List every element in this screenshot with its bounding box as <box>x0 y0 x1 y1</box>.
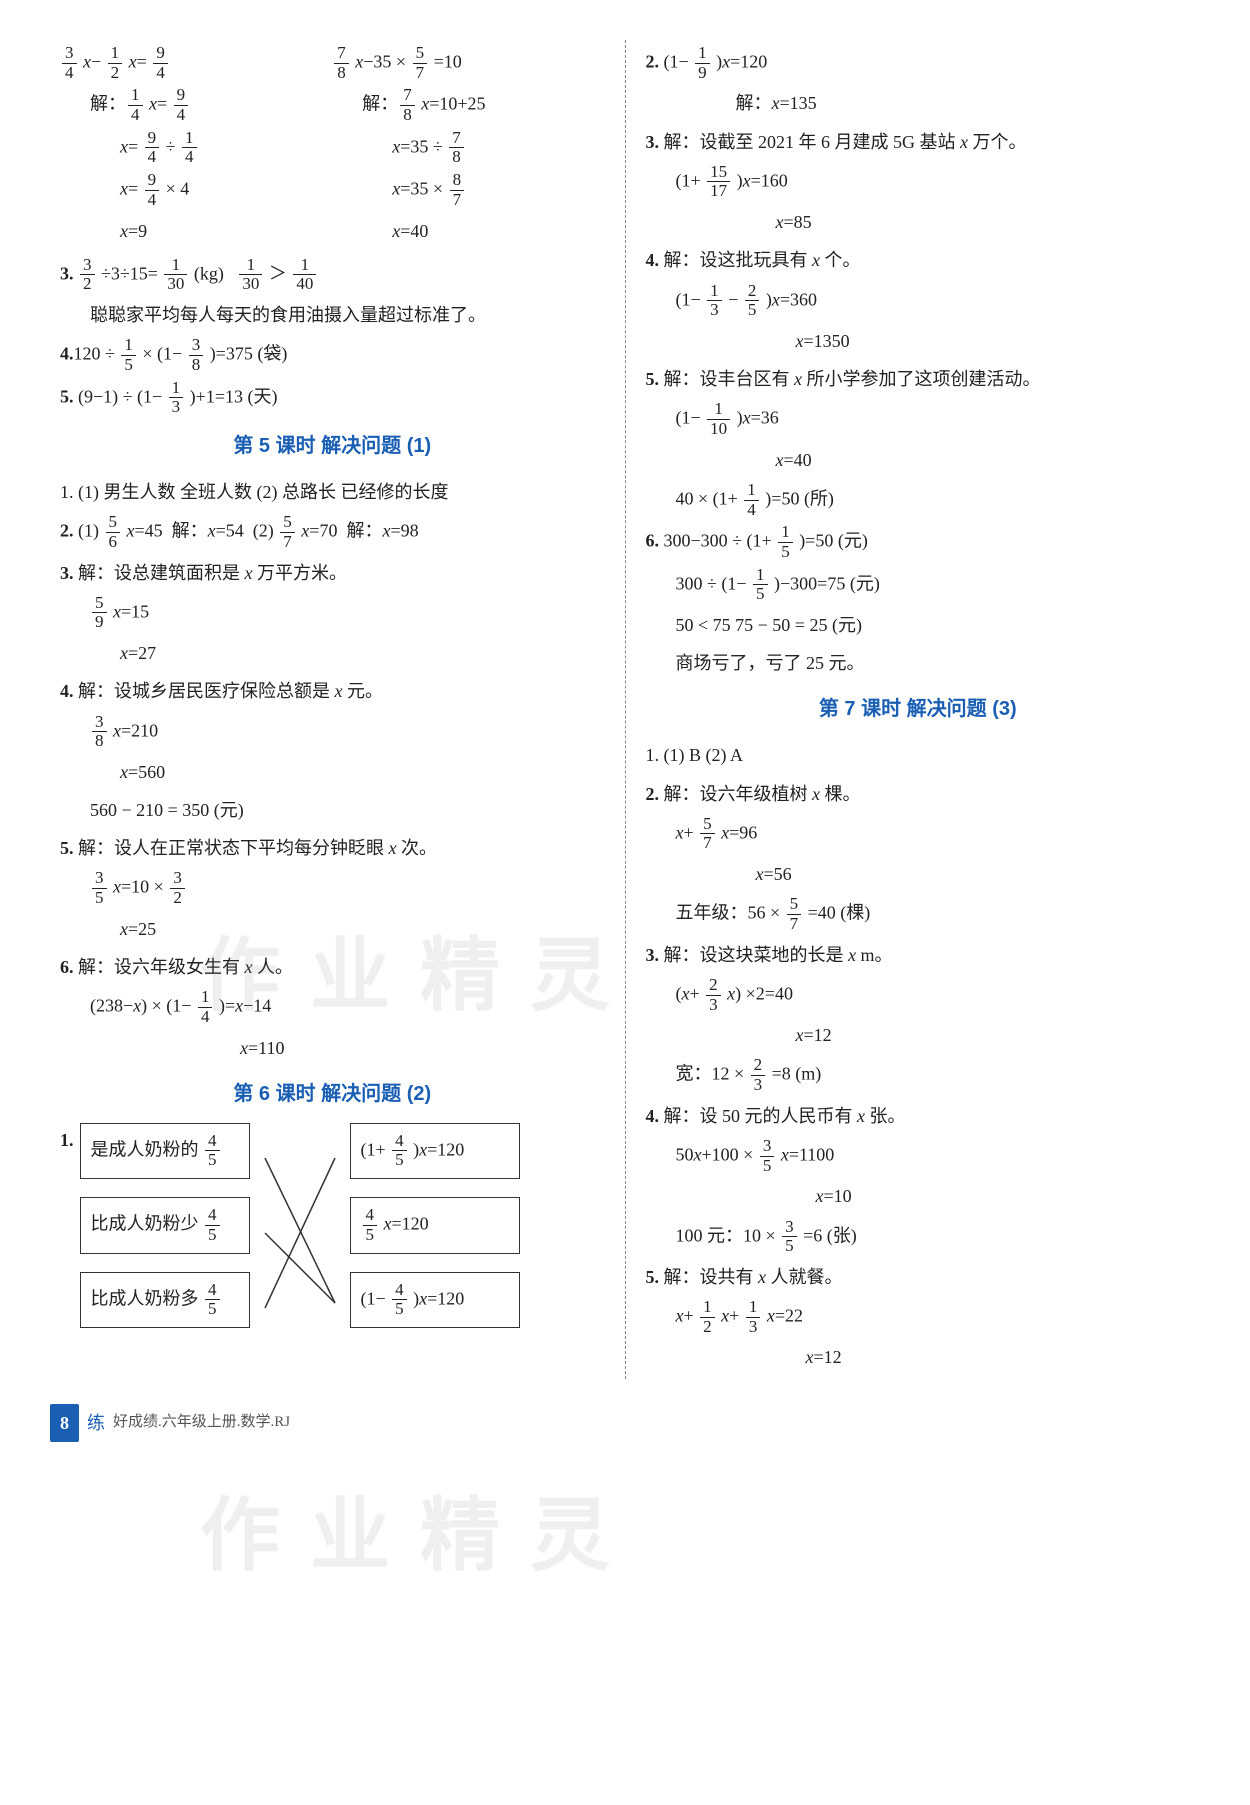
r-p5b: (1− 110 )x=36 <box>646 400 1191 438</box>
match-right-2: 45 x=120 <box>350 1197 520 1253</box>
s7-2c: x=56 <box>646 857 1191 891</box>
s5-3b: 59 x=15 <box>60 594 605 632</box>
s5-1: 1. (1) 男生人数 全班人数 (2) 总路长 已经修的长度 <box>60 475 605 509</box>
s5-5b: 35 x=10 × 32 <box>60 869 605 907</box>
eq: x= 94 × 4 <box>60 171 332 209</box>
s5-6b: (238−x) × (1− 14 )=x−14 <box>60 988 605 1026</box>
r-p3c: x=85 <box>646 205 1191 239</box>
s7-5a: 5. 解：设共有 x 人就餐。 <box>646 1260 1191 1294</box>
r-p6c: 50 < 75 75 − 50 = 25 (元) <box>646 608 1191 642</box>
r-p3b: (1+ 1517 )x=160 <box>646 163 1191 201</box>
section-title-6: 第 6 课时 解决问题 (2) <box>60 1075 605 1113</box>
watermark: 作业精灵 <box>200 1460 640 1612</box>
s7-5b: x+ 12 x+ 13 x=22 <box>646 1298 1191 1336</box>
match-left-3: 比成人奶粉多 45 <box>80 1272 250 1328</box>
s7-3c: x=12 <box>646 1018 1191 1052</box>
q1-label: 1. <box>60 1123 74 1157</box>
s7-4b: 50x+100 × 35 x=1100 <box>646 1137 1191 1175</box>
p3b: 聪聪家平均每人每天的食用油摄入量超过标准了。 <box>60 298 605 332</box>
p4: 4.120 ÷ 15 × (1− 38 )=375 (袋) <box>60 336 605 374</box>
left-column: 34 x− 12 x= 94 解：14 x= 94 x= 94 ÷ 14 x= … <box>50 40 626 1379</box>
section-title-7: 第 7 课时 解决问题 (3) <box>646 690 1191 728</box>
match-right-1: (1+ 45 )x=120 <box>350 1123 520 1179</box>
r-p4a: 4. 解：设这批玩具有 x 个。 <box>646 243 1191 277</box>
r-p6b: 300 ÷ (1− 15 )−300=75 (元) <box>646 566 1191 604</box>
r-p4b: (1− 13 − 25 )x=360 <box>646 282 1191 320</box>
match-right-3: (1− 45 )x=120 <box>350 1272 520 1328</box>
eq: x= 94 ÷ 14 <box>60 129 332 167</box>
r-p6d: 商场亏了，亏了 25 元。 <box>646 646 1191 680</box>
r-p4c: x=1350 <box>646 324 1191 358</box>
s7-1: 1. (1) B (2) A <box>646 738 1191 772</box>
s5-5a: 5. 解：设人在正常状态下平均每分钟眨眼 x 次。 <box>60 831 605 865</box>
eq: x=40 <box>332 214 604 248</box>
s5-5c: x=25 <box>60 912 605 946</box>
eq: 34 x− 12 x= 94 <box>60 44 332 82</box>
right-column: 2. (1− 19 )x=120 解：x=135 3. 解：设截至 2021 年… <box>626 40 1201 1379</box>
eq: x=9 <box>60 214 332 248</box>
match-left-2: 比成人奶粉少 45 <box>80 1197 250 1253</box>
s5-2: 2. (1) 56 x=45 解：x=54 (2) 57 x=70 解：x=98 <box>60 513 605 551</box>
s7-4d: 100 元：10 × 35 =6 (张) <box>646 1218 1191 1256</box>
eq: x=35 ÷ 78 <box>332 129 604 167</box>
r-p2b: 解：x=135 <box>646 86 1191 120</box>
s5-6a: 6. 解：设六年级女生有 x 人。 <box>60 950 605 984</box>
r-p2a: 2. (1− 19 )x=120 <box>646 44 1191 82</box>
eq-pair-1: 34 x− 12 x= 94 解：14 x= 94 x= 94 ÷ 14 x= … <box>60 40 605 252</box>
s7-4a: 4. 解：设 50 元的人民币有 x 张。 <box>646 1099 1191 1133</box>
p3a: 3. 32 ÷3÷15= 130 (kg) 130 ＞ 140 <box>60 256 605 294</box>
s5-4b: 38 x=210 <box>60 713 605 751</box>
match-left-1: 是成人奶粉的 45 <box>80 1123 250 1179</box>
s7-3d: 宽：12 × 23 =8 (m) <box>646 1056 1191 1094</box>
s5-3a: 3. 解：设总建筑面积是 x 万平方米。 <box>60 556 605 590</box>
r-p5c: x=40 <box>646 443 1191 477</box>
s7-2d: 五年级：56 × 57 =40 (棵) <box>646 895 1191 933</box>
r-p5a: 5. 解：设丰台区有 x 所小学参加了这项创建活动。 <box>646 362 1191 396</box>
s7-3a: 3. 解：设这块菜地的长是 x m。 <box>646 938 1191 972</box>
s5-4a: 4. 解：设城乡居民医疗保险总额是 x 元。 <box>60 674 605 708</box>
s7-5c: x=12 <box>646 1340 1191 1374</box>
matching-diagram: 是成人奶粉的 45 比成人奶粉少 45 比成人奶粉多 45 (1+ 45 )x=… <box>80 1123 605 1328</box>
eq: 78 x−35 × 57 =10 <box>332 44 604 82</box>
page-number: 8 <box>50 1404 79 1442</box>
s5-6c: x=110 <box>60 1031 605 1065</box>
eq: 解：14 x= 94 <box>60 86 332 124</box>
footer-book: 练 <box>87 1406 105 1440</box>
s7-2b: x+ 57 x=96 <box>646 815 1191 853</box>
p5: 5. (9−1) ÷ (1− 13 )+1=13 (天) <box>60 379 605 417</box>
section-title-5: 第 5 课时 解决问题 (1) <box>60 427 605 465</box>
page-footer: 8 练 好成绩.六年级上册.数学.RJ <box>50 1404 1200 1442</box>
footer-subtitle: 好成绩.六年级上册.数学.RJ <box>113 1408 290 1437</box>
r-p3a: 3. 解：设截至 2021 年 6 月建成 5G 基站 x 万个。 <box>646 125 1191 159</box>
s7-4c: x=10 <box>646 1179 1191 1213</box>
s7-3b: (x+ 23 x) ×2=40 <box>646 976 1191 1014</box>
s5-4d: 560 − 210 = 350 (元) <box>60 793 605 827</box>
s5-4c: x=560 <box>60 755 605 789</box>
eq: 解：78 x=10+25 <box>332 86 604 124</box>
r-p6a: 6. 300−300 ÷ (1+ 15 )=50 (元) <box>646 523 1191 561</box>
page-columns: 34 x− 12 x= 94 解：14 x= 94 x= 94 ÷ 14 x= … <box>50 40 1200 1379</box>
eq: x=35 × 87 <box>332 171 604 209</box>
r-p5d: 40 × (1+ 14 )=50 (所) <box>646 481 1191 519</box>
s5-3c: x=27 <box>60 636 605 670</box>
s7-2a: 2. 解：设六年级植树 x 棵。 <box>646 777 1191 811</box>
